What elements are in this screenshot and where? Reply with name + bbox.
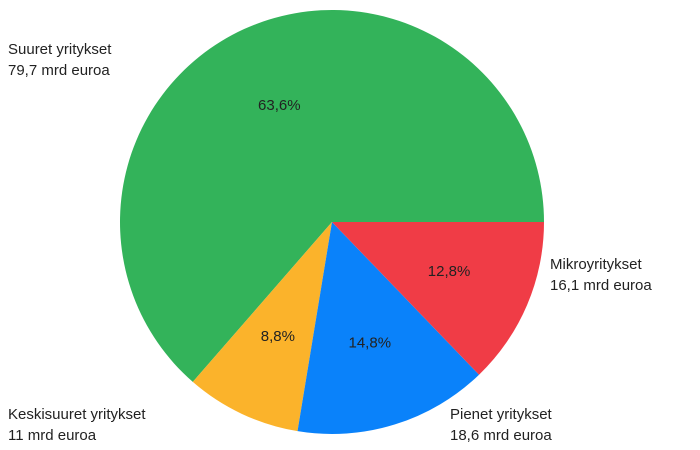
percent-label: 14,8% bbox=[349, 334, 392, 351]
percent-label: 8,8% bbox=[261, 328, 295, 345]
slice-amount: 11 mrd euroa bbox=[8, 427, 97, 444]
slice-amount: 16,1 mrd euroa bbox=[550, 277, 652, 294]
pie-slice bbox=[332, 222, 544, 375]
pie-slice bbox=[297, 222, 480, 435]
slice-amount: 18,6 mrd euroa bbox=[450, 427, 552, 444]
pie-slice bbox=[192, 222, 332, 432]
slice-amount: 79,7 mrd euroa bbox=[8, 62, 110, 79]
slice-name: Pienet yritykset bbox=[450, 406, 553, 423]
slice-name: Mikroyritykset bbox=[550, 256, 643, 273]
percent-label: 12,8% bbox=[428, 263, 471, 280]
slice-name: Suuret yritykset bbox=[8, 41, 112, 58]
pie-slice bbox=[119, 9, 544, 382]
slice-name: Keskisuuret yritykset bbox=[8, 406, 146, 423]
percent-label: 63,6% bbox=[258, 97, 301, 114]
